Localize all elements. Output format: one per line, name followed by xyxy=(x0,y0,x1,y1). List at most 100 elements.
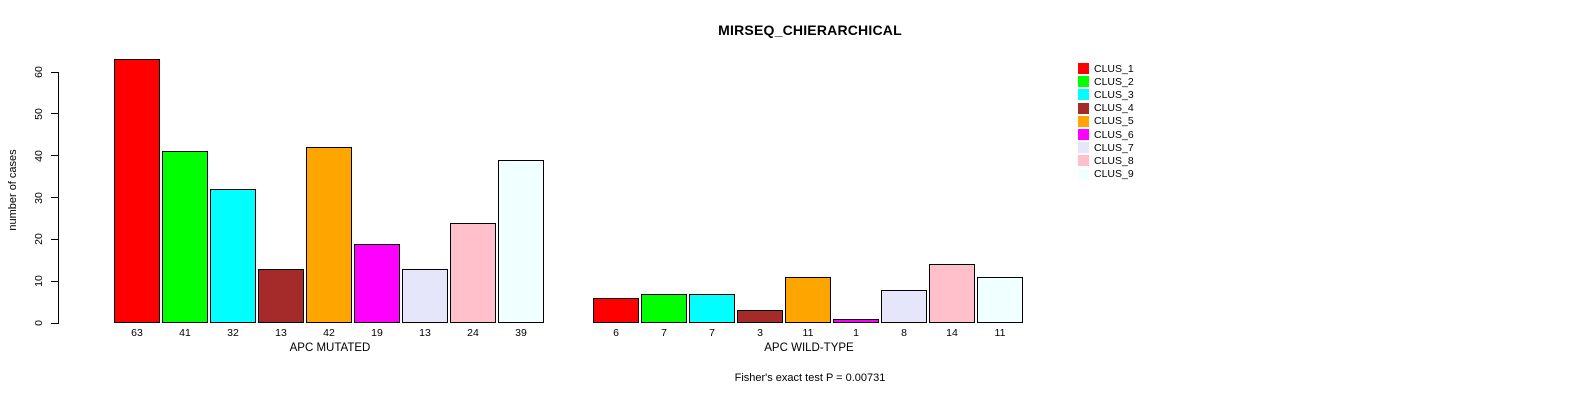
legend-item: CLUS_4 xyxy=(1078,102,1134,115)
legend-item: CLUS_6 xyxy=(1078,128,1134,141)
bar-column: 7 xyxy=(641,55,687,339)
bar-clus_3 xyxy=(689,294,735,323)
bar-column: 19 xyxy=(354,55,400,339)
bar-clus_9 xyxy=(977,277,1023,323)
bar-group-apc-wild-type: 6 7 7 3 11 1 8 14 11 xyxy=(593,55,1025,339)
bar-column: 32 xyxy=(210,55,256,339)
bar-column: 42 xyxy=(306,55,352,339)
bar-clus_8 xyxy=(450,223,496,323)
panel-apc-mutated: 63 41 32 13 42 19 13 24 39 APC MUTATED xyxy=(114,55,546,354)
x-axis-label-mutated: APC MUTATED xyxy=(289,342,371,354)
bar-group-apc-mutated: 63 41 32 13 42 19 13 24 39 xyxy=(114,55,546,339)
legend-swatch xyxy=(1078,63,1089,75)
y-tick-mark xyxy=(51,197,58,198)
bar-column: 24 xyxy=(450,55,496,339)
legend: CLUS_1 CLUS_2 CLUS_3 CLUS_4 CLUS_5 CLUS_6 CLUS… xyxy=(1078,62,1134,181)
bar-clus_5 xyxy=(785,277,831,323)
bar-column: 41 xyxy=(162,55,208,339)
bar-clus_1 xyxy=(593,298,639,323)
y-tick-label: 60 xyxy=(33,66,45,78)
panel-apc-wild-type: 6 7 7 3 11 1 8 14 11 APC WILD-TYPE xyxy=(593,55,1025,354)
bar-value-label: 3 xyxy=(757,327,763,339)
bar-column: 13 xyxy=(402,55,448,339)
bar-value-label: 7 xyxy=(661,327,667,339)
bar-clus_3 xyxy=(210,189,256,323)
bar-column: 11 xyxy=(785,55,831,339)
y-tick-label: 20 xyxy=(33,233,45,246)
y-tick-label: 10 xyxy=(33,275,45,287)
bar-column: 7 xyxy=(689,55,735,339)
legend-swatch xyxy=(1078,168,1089,180)
y-axis-line xyxy=(58,72,59,324)
y-tick-label: 0 xyxy=(33,320,45,326)
bar-clus_2 xyxy=(641,294,687,323)
bar-value-label: 6 xyxy=(613,327,619,339)
legend-item: CLUS_2 xyxy=(1078,75,1134,88)
bar-value-label: 13 xyxy=(419,327,431,339)
y-tick-mark xyxy=(51,113,58,115)
bar-clus_9 xyxy=(498,160,544,323)
bar-column: 39 xyxy=(498,55,544,339)
legend-swatch xyxy=(1078,102,1089,114)
legend-item: CLUS_7 xyxy=(1078,141,1134,154)
bar-value-label: 13 xyxy=(275,327,287,339)
legend-item: CLUS_3 xyxy=(1078,88,1134,101)
legend-swatch xyxy=(1078,142,1089,154)
bar-column: 14 xyxy=(929,55,975,339)
legend-label: CLUS_3 xyxy=(1094,88,1134,101)
bar-column: 63 xyxy=(114,55,160,339)
bar-value-label: 11 xyxy=(802,327,814,339)
bar-value-label: 63 xyxy=(131,327,143,339)
legend-label: CLUS_1 xyxy=(1094,62,1134,75)
legend-item: CLUS_9 xyxy=(1078,168,1134,181)
bar-clus_5 xyxy=(306,147,352,323)
bar-clus_6 xyxy=(354,244,400,323)
bar-column: 3 xyxy=(737,55,783,339)
legend-item: CLUS_5 xyxy=(1078,115,1134,128)
bar-clus_8 xyxy=(929,264,975,323)
bar-clus_7 xyxy=(881,290,927,323)
y-tick-label: 30 xyxy=(33,191,45,204)
legend-item: CLUS_1 xyxy=(1078,62,1134,75)
legend-label: CLUS_2 xyxy=(1094,75,1134,88)
x-axis-label-wild-type: APC WILD-TYPE xyxy=(764,342,854,354)
y-tick-mark xyxy=(51,238,58,240)
y-tick-label: 50 xyxy=(33,108,45,120)
bar-clus_4 xyxy=(737,310,783,323)
legend-label: CLUS_5 xyxy=(1094,115,1134,128)
bar-value-label: 11 xyxy=(994,327,1006,339)
y-axis-title: number of cases xyxy=(7,149,19,231)
y-tick-mark xyxy=(51,280,58,282)
y-tick-mark xyxy=(51,71,58,73)
bar-value-label: 32 xyxy=(227,327,239,339)
bar-clus_7 xyxy=(402,269,448,323)
bar-clus_1 xyxy=(114,59,160,323)
bar-value-label: 42 xyxy=(323,327,335,339)
chart-title: MIRSEQ_CHIERARCHICAL xyxy=(718,22,902,38)
y-tick-mark xyxy=(51,155,58,157)
bar-value-label: 39 xyxy=(515,327,527,339)
legend-label: CLUS_6 xyxy=(1094,128,1134,141)
legend-swatch xyxy=(1078,76,1089,88)
bar-column: 8 xyxy=(881,55,927,339)
bar-clus_2 xyxy=(162,151,208,323)
bar-column: 1 xyxy=(833,55,879,339)
bar-value-label: 1 xyxy=(853,327,859,339)
legend-label: CLUS_4 xyxy=(1094,102,1134,115)
legend-label: CLUS_7 xyxy=(1094,141,1134,154)
bar-value-label: 7 xyxy=(709,327,715,339)
legend-label: CLUS_8 xyxy=(1094,154,1134,167)
bar-clus_4 xyxy=(258,269,304,323)
fisher-test-footnote: Fisher's exact test P = 0.00731 xyxy=(734,372,886,384)
bar-value-label: 41 xyxy=(179,327,191,339)
bar-column: 13 xyxy=(258,55,304,339)
legend-swatch xyxy=(1078,129,1089,141)
bar-clus_6 xyxy=(833,319,879,323)
bar-value-label: 19 xyxy=(371,327,383,339)
bar-value-label: 14 xyxy=(946,327,958,339)
legend-swatch xyxy=(1078,89,1089,101)
legend-item: CLUS_8 xyxy=(1078,154,1134,167)
bar-column: 11 xyxy=(977,55,1023,339)
y-tick-mark xyxy=(51,322,58,324)
